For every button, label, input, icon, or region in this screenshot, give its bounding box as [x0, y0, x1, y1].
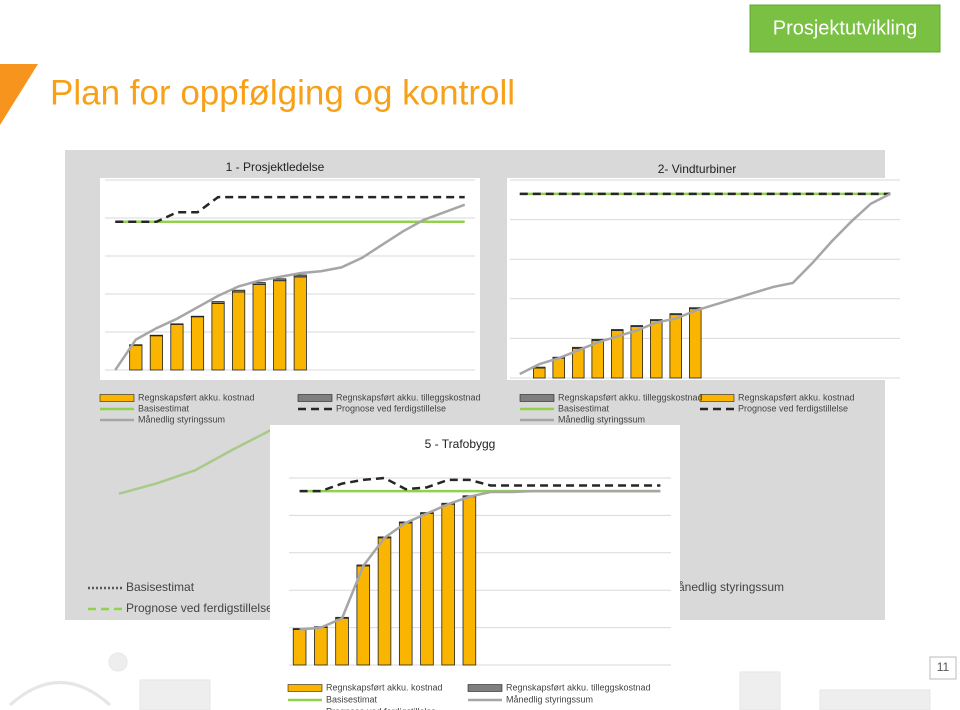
- skyline: [8, 652, 931, 710]
- legend-swatch: [699, 394, 735, 402]
- legend-label: Månedlig styringssum: [668, 580, 784, 594]
- bar: [149, 335, 163, 371]
- bar: [650, 319, 663, 321]
- line: [299, 489, 661, 631]
- badge-text: Prosjektutvikling: [773, 17, 918, 39]
- bar: [611, 329, 624, 331]
- legend-label: Prognose ved ferdigstillelse: [738, 403, 848, 413]
- bar: [211, 301, 225, 304]
- bar: [650, 320, 663, 379]
- chart-title: 5 - Trafobygg: [425, 437, 496, 451]
- legend-label: Basisestimat: [558, 403, 610, 413]
- legend-label: Regnskapsført akku. kostnad: [326, 682, 443, 692]
- page-number: 11: [937, 660, 950, 674]
- legend-label: Basisestimat: [326, 694, 378, 704]
- page-number-box: [929, 656, 957, 680]
- bar: [630, 325, 644, 327]
- bar: [689, 308, 702, 379]
- chart: 1 - Prosjektledelse Regnskapsført akku. k…: [99, 160, 481, 424]
- bar: [630, 326, 644, 379]
- bar: [335, 617, 349, 666]
- legend-label: Regnskapsført akku. kostnad: [138, 392, 255, 402]
- legend-label: Regnskapsført akku. tilleggskostnad: [336, 392, 481, 402]
- legend-label: Månedlig styringssum: [558, 414, 645, 424]
- factory: [739, 671, 781, 710]
- bar: [669, 313, 683, 316]
- bar: [149, 334, 163, 337]
- bar: [129, 344, 143, 371]
- line: [299, 476, 661, 493]
- legend-label: Prognose ved ferdigstillelse: [326, 706, 436, 710]
- bridge: [8, 681, 112, 707]
- houses: [139, 679, 211, 710]
- bar: [211, 303, 225, 371]
- line: [118, 428, 272, 495]
- bar: [292, 629, 307, 666]
- chart: 5 - Trafobygg Regnskapsført akku. kostnad…: [270, 425, 680, 710]
- chart: Basisestimat Prognose ved ferdigstillelse…: [88, 428, 784, 615]
- legend-label: Regnskapsført akku. tilleggskostnad: [558, 392, 703, 402]
- bar: [462, 496, 477, 666]
- bar: [273, 278, 287, 282]
- bar: [669, 314, 683, 379]
- chart-title: 2- Vindturbiner: [658, 162, 737, 176]
- line: [519, 192, 891, 376]
- bar: [252, 284, 266, 371]
- sun: [108, 652, 128, 672]
- bar: [552, 357, 566, 379]
- bar: [377, 537, 392, 666]
- bar: [293, 276, 307, 371]
- badge: [749, 4, 941, 53]
- legend-swatch: [287, 684, 323, 692]
- slide-title: Plan for oppfølging og kontroll: [50, 73, 515, 112]
- charts: 1 - Prosjektledelse Regnskapsført akku. k…: [88, 160, 900, 710]
- legend-swatch: [467, 684, 503, 692]
- bar: [129, 344, 143, 346]
- bar: [398, 522, 413, 666]
- bar: [420, 513, 434, 666]
- legend-swatch: [519, 394, 555, 402]
- legend-label: Regnskapsført akku. tilleggskostnad: [506, 682, 651, 692]
- bar: [232, 291, 246, 371]
- legend-label: Månedlig styringssum: [138, 414, 225, 424]
- bar: [170, 323, 184, 325]
- legend-swatch: [297, 394, 333, 402]
- chart-area: [100, 178, 480, 380]
- legend-label: Prognose ved ferdigstillelse: [336, 403, 446, 413]
- line: [115, 195, 465, 224]
- legend-swatch: [99, 394, 135, 402]
- bar: [232, 289, 246, 293]
- legend-label: Regnskapsført akku. kostnad: [738, 392, 855, 402]
- bar: [273, 280, 287, 371]
- bar: [190, 316, 205, 371]
- line: [114, 203, 466, 371]
- chart-area: [507, 178, 900, 380]
- bar: [314, 627, 328, 666]
- bar: [591, 339, 605, 379]
- legend-label: Basisestimat: [138, 403, 190, 413]
- bar: [293, 274, 307, 278]
- bar: [190, 315, 205, 318]
- legend-label: Månedlig styringssum: [506, 694, 593, 704]
- bar: [356, 565, 371, 666]
- bar: [441, 503, 455, 666]
- bar: [533, 367, 546, 379]
- legend-label: Basisestimat: [126, 580, 195, 594]
- chart-title: 1 - Prosjektledelse: [226, 160, 325, 174]
- bar: [170, 323, 184, 371]
- accent-shape: [0, 64, 38, 125]
- platform: [819, 689, 931, 710]
- chart: 2- Vindturbiner Regnskapsført akku. kostn…: [507, 162, 900, 424]
- legend-label: Prognose ved ferdigstillelse: [126, 601, 273, 615]
